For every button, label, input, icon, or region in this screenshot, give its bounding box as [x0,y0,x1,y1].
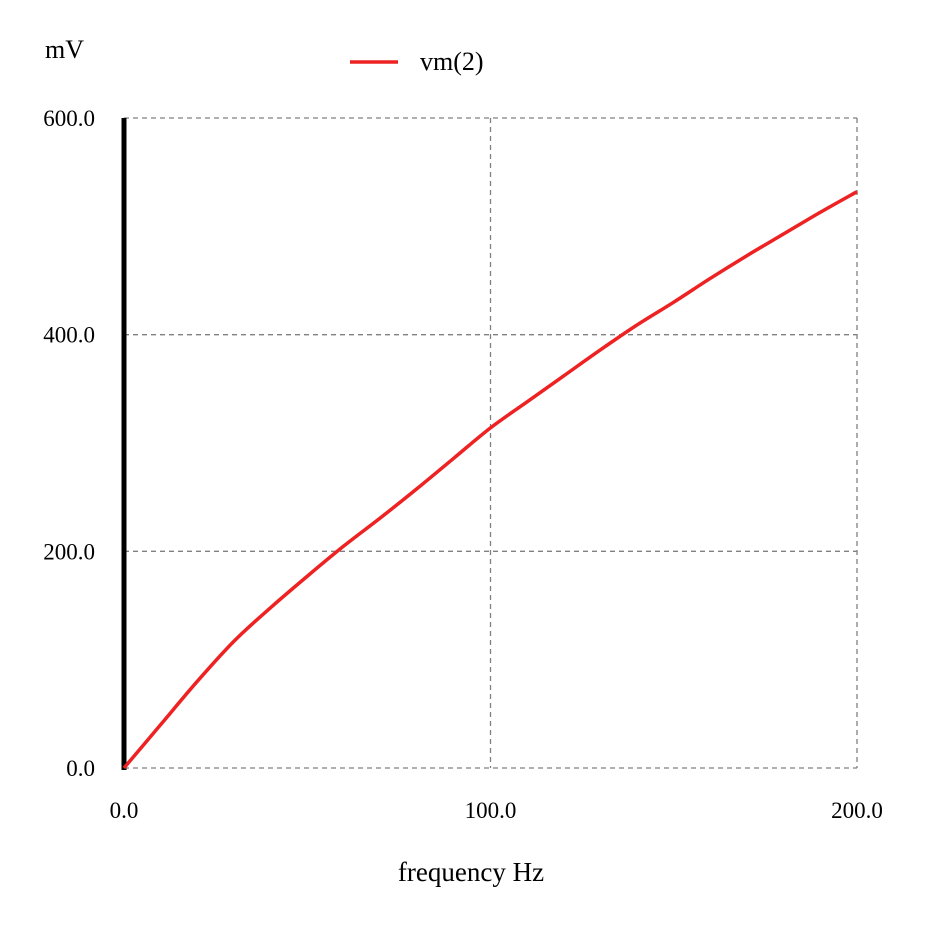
x-tick-label: 100.0 [465,798,517,823]
grid [124,117,858,769]
y-axis-label: mV [45,35,84,64]
y-tick-label: 0.0 [66,756,95,781]
y-tick-label: 400.0 [43,323,95,348]
y-tick-label: 600.0 [43,106,95,131]
y-tick-label: 200.0 [43,539,95,564]
x-axis-label: frequency Hz [398,857,544,887]
series-line-vm2 [122,190,858,770]
legend: vm(2) [350,47,484,76]
x-tick-label: 0.0 [110,798,139,823]
legend-label-vm2: vm(2) [420,47,484,76]
x-tick-label: 200.0 [831,798,883,823]
